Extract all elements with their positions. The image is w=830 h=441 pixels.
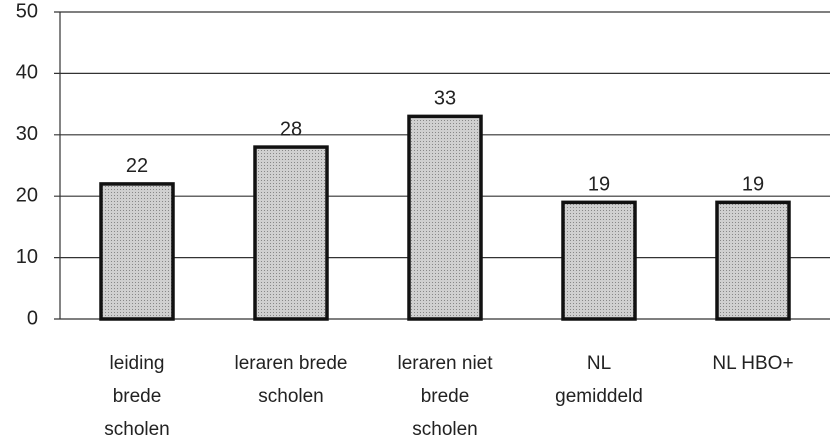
bar (561, 200, 637, 321)
x-tick-label: NL gemiddeld (555, 353, 643, 407)
value-label: 19 (588, 174, 610, 196)
y-tick-label: 30 (16, 123, 38, 145)
y-tick-label: 50 (16, 0, 38, 22)
value-label: 22 (126, 155, 148, 177)
bar (253, 145, 329, 321)
bar (407, 114, 483, 321)
y-tick-label: 40 (16, 62, 38, 84)
y-tick-label: 0 (27, 307, 38, 329)
value-label: 19 (742, 174, 764, 196)
value-label: 33 (434, 88, 456, 110)
bar (99, 182, 175, 321)
value-label: 28 (280, 118, 302, 140)
y-tick-label: 10 (16, 246, 38, 268)
y-tick-label: 20 (16, 184, 38, 206)
bar (715, 200, 791, 321)
x-tick-label: leraren brede scholen (234, 353, 347, 407)
x-tick-label: NL HBO+ (712, 353, 793, 374)
x-tick-label: leiding brede scholen (104, 353, 170, 440)
x-tick-label: leraren niet brede scholen (397, 353, 493, 440)
